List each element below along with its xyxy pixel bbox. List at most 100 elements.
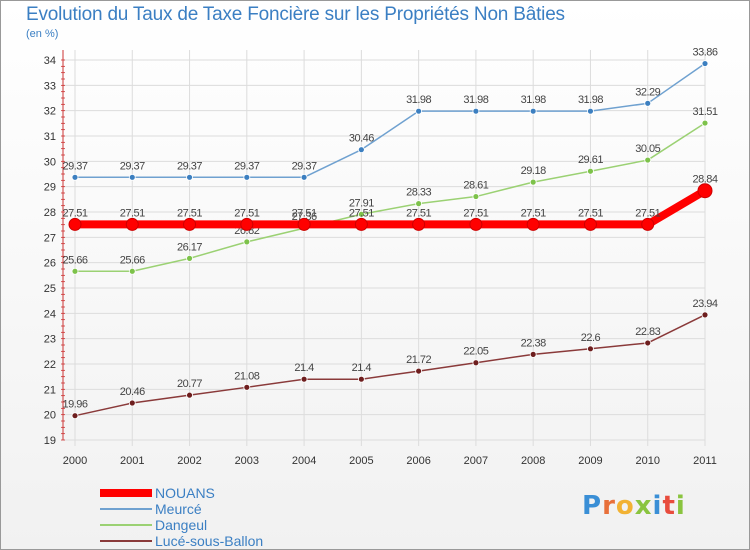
series-line-Meurcé xyxy=(74,62,706,179)
data-point xyxy=(469,217,483,231)
data-label: 22.6 xyxy=(581,332,601,344)
data-point xyxy=(412,217,426,231)
data-point xyxy=(472,359,480,367)
data-label: 25.66 xyxy=(120,254,145,266)
series-line-NOUANS xyxy=(71,186,709,229)
data-point xyxy=(415,107,423,115)
data-label: 27.51 xyxy=(292,207,317,219)
data-point xyxy=(415,200,423,208)
x-tick-label: 2001 xyxy=(120,455,144,467)
data-point xyxy=(128,173,136,181)
data-point xyxy=(472,193,480,200)
x-tick-label: 2000 xyxy=(63,455,87,467)
data-point xyxy=(300,375,308,383)
data-point xyxy=(243,238,251,246)
data-point xyxy=(357,375,365,383)
x-tick-label: 2006 xyxy=(406,455,430,467)
data-point xyxy=(240,217,254,231)
logo-letter: t xyxy=(662,491,676,521)
data-label: 30.46 xyxy=(349,133,374,145)
y-tick-label: 21 xyxy=(44,384,56,396)
proxiti-logo: Proxiti xyxy=(582,491,686,521)
y-tick-label: 32 xyxy=(44,106,56,118)
data-label: 31.98 xyxy=(578,94,603,106)
x-tick-label: 2003 xyxy=(235,455,259,467)
x-tick-label: 2007 xyxy=(464,455,488,467)
data-point xyxy=(357,210,365,218)
data-point xyxy=(125,217,139,231)
x-tick-label: 2010 xyxy=(635,455,659,467)
data-label: 31.98 xyxy=(406,94,431,106)
data-label: 27.51 xyxy=(62,207,87,219)
data-point xyxy=(587,167,594,175)
y-unit-label: (en %) xyxy=(26,28,59,40)
series-line-Lucé-sous-Ballon xyxy=(74,314,706,417)
data-label: 22.83 xyxy=(635,326,660,338)
data-label: 28.84 xyxy=(692,174,717,186)
data-point xyxy=(644,339,652,347)
y-tick-label: 22 xyxy=(44,359,56,371)
data-label: 28.33 xyxy=(406,187,431,199)
data-label: 19.96 xyxy=(62,399,87,411)
data-point xyxy=(697,183,713,199)
y-tick-label: 24 xyxy=(44,308,56,320)
data-label: 27.51 xyxy=(120,207,145,219)
data-label: 27.51 xyxy=(349,207,374,219)
y-tick-label: 20 xyxy=(44,410,56,422)
data-label: 21.72 xyxy=(406,354,431,366)
logo-letter: r xyxy=(602,491,616,521)
data-point xyxy=(183,217,197,231)
data-label: 31.98 xyxy=(521,94,546,106)
data-label: 29.37 xyxy=(234,160,259,172)
data-label: 20.77 xyxy=(177,378,202,390)
series-line-Dangeul xyxy=(74,122,706,273)
data-point xyxy=(644,156,652,164)
data-label: 27.36 xyxy=(292,211,317,223)
data-point xyxy=(71,173,79,181)
data-point xyxy=(701,60,709,67)
logo-letter: o xyxy=(615,491,635,521)
legend-label: NOUANS xyxy=(155,485,215,501)
data-label: 21.08 xyxy=(234,370,259,382)
data-point xyxy=(357,146,365,154)
y-tick-label: 23 xyxy=(44,334,56,346)
y-tick-label: 27 xyxy=(44,232,56,244)
y-tick-label: 25 xyxy=(44,283,56,295)
data-label: 27.51 xyxy=(578,207,603,219)
data-label: 27.51 xyxy=(463,207,488,219)
data-label: 21.4 xyxy=(294,362,314,374)
legend-swatch xyxy=(100,540,152,542)
data-point xyxy=(529,178,537,186)
data-label: 21.4 xyxy=(352,362,372,374)
data-label: 29.18 xyxy=(521,165,546,177)
data-label: 27.91 xyxy=(349,197,374,209)
data-point xyxy=(186,254,193,262)
data-label: 29.37 xyxy=(177,160,202,172)
data-point xyxy=(68,217,82,231)
data-point xyxy=(128,267,136,275)
logo-letter: x xyxy=(634,491,653,521)
data-label: 31.51 xyxy=(692,106,717,118)
y-tick-label: 29 xyxy=(44,182,56,194)
x-tick-label: 2009 xyxy=(578,455,602,467)
data-point xyxy=(243,173,251,181)
data-label: 27.51 xyxy=(521,207,546,219)
legend-swatch xyxy=(100,489,152,497)
data-point xyxy=(529,107,537,115)
x-tick-label: 2011 xyxy=(693,455,717,467)
data-point xyxy=(529,350,537,358)
data-label: 29.37 xyxy=(120,160,145,172)
data-label: 29.61 xyxy=(578,154,603,166)
y-tick-label: 30 xyxy=(44,156,56,168)
data-point xyxy=(186,173,193,181)
y-tick-label: 33 xyxy=(44,80,56,92)
x-tick-label: 2008 xyxy=(521,455,545,467)
data-point xyxy=(71,412,79,420)
data-label: 22.38 xyxy=(521,337,546,349)
data-label: 23.94 xyxy=(692,298,717,310)
y-tick-label: 34 xyxy=(44,55,56,67)
y-tick-label: 19 xyxy=(44,435,56,447)
legend-label: Dangeul xyxy=(155,517,208,533)
